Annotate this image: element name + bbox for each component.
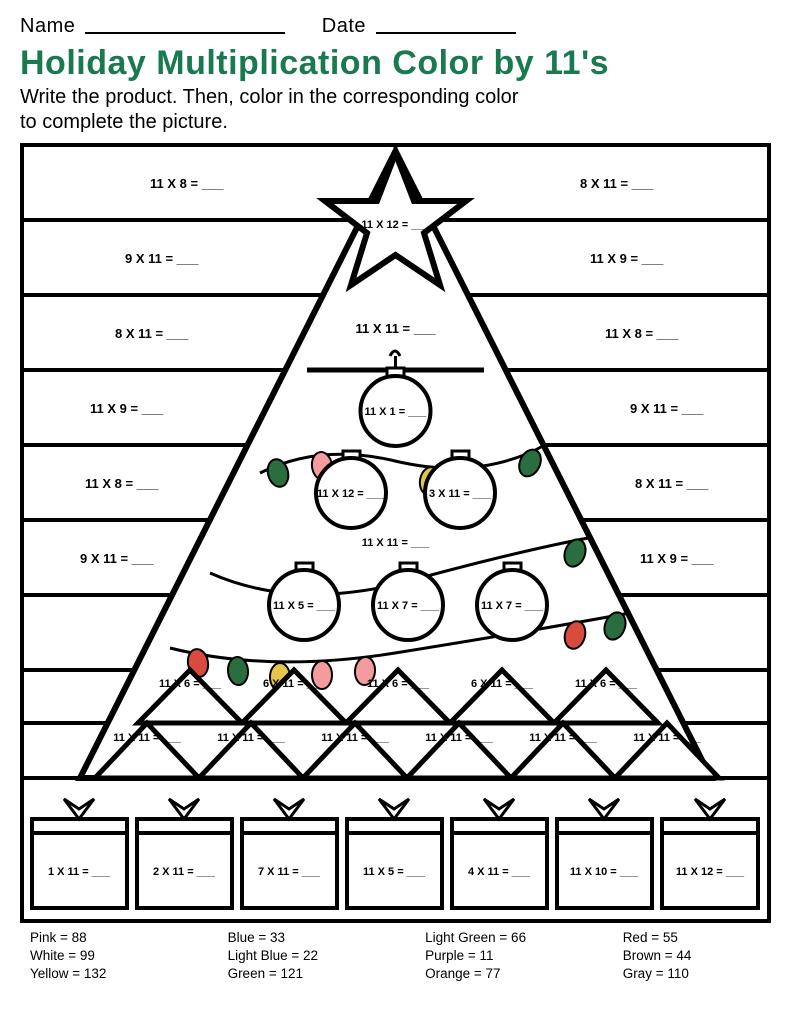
legend-item: White = 99 bbox=[30, 947, 228, 965]
tri-eq[interactable]: 11 X 11 = ___ bbox=[529, 732, 597, 744]
gift-eq[interactable]: 7 X 11 = ___ bbox=[258, 866, 321, 878]
gifts-row: 1 X 11 = ___ 2 X 11 = ___ 7 X 11 = ___ 1… bbox=[32, 799, 758, 908]
coloring-canvas: 11 X 12 = ___ 11 X 11 = ___ 11 X 8 = ___… bbox=[20, 143, 771, 923]
ornament-eq[interactable]: 11 X 12 = ___ bbox=[317, 488, 386, 500]
name-blank[interactable] bbox=[85, 20, 285, 34]
row-eq[interactable]: 8 X 11 = ___ bbox=[580, 176, 654, 191]
instructions: Write the product. Then, color in the co… bbox=[20, 85, 771, 135]
tri-eq[interactable]: 6 X 11 = ___ bbox=[263, 678, 326, 690]
legend-item: Gray = 110 bbox=[623, 965, 761, 983]
row-eq[interactable]: 8 X 11 = ___ bbox=[115, 326, 189, 341]
legend-item: Green = 121 bbox=[228, 965, 426, 983]
gift-eq[interactable]: 1 X 11 = ___ bbox=[48, 866, 111, 878]
row-eq[interactable]: 11 X 9 = ___ bbox=[590, 251, 664, 266]
page-title: Holiday Multiplication Color by 11's bbox=[20, 44, 771, 83]
tri-eq[interactable]: 11 X 6 = ___ bbox=[159, 678, 222, 690]
row-eq[interactable]: 8 X 11 = ___ bbox=[635, 476, 709, 491]
legend-item: Orange = 77 bbox=[425, 965, 623, 983]
worksheet-page: Name Date Holiday Multiplication Color b… bbox=[0, 0, 791, 1024]
gift-eq[interactable]: 11 X 12 = ___ bbox=[676, 866, 745, 878]
tri-eq[interactable]: 6 X 11 = ___ bbox=[471, 678, 534, 690]
tri-eq[interactable]: 11 X 11 = ___ bbox=[425, 732, 493, 744]
legend-col-1: Pink = 88 White = 99 Yellow = 132 bbox=[30, 929, 228, 984]
tri-eq[interactable]: 11 X 11 = ___ bbox=[633, 732, 701, 744]
gift-eq[interactable]: 11 X 10 = ___ bbox=[570, 866, 639, 878]
color-legend: Pink = 88 White = 99 Yellow = 132 Blue =… bbox=[20, 929, 771, 984]
row-eq[interactable]: 11 X 8 = ___ bbox=[85, 476, 159, 491]
instructions-line-1: Write the product. Then, color in the co… bbox=[20, 86, 518, 108]
legend-item: Yellow = 132 bbox=[30, 965, 228, 983]
name-label: Name bbox=[20, 15, 75, 37]
ornament-eq[interactable]: 11 X 1 = ___ bbox=[364, 406, 427, 418]
row-eq[interactable]: 11 X 8 = ___ bbox=[150, 176, 224, 191]
tri-eq[interactable]: 11 X 11 = ___ bbox=[113, 732, 181, 744]
ornament-eq[interactable]: 11 X 7 = ___ bbox=[377, 600, 440, 612]
legend-item: Red = 55 bbox=[623, 929, 761, 947]
star-eq[interactable]: 11 X 12 = ___ bbox=[361, 219, 430, 231]
tri-eq[interactable]: 11 X 6 = ___ bbox=[367, 678, 430, 690]
header-line: Name Date bbox=[20, 15, 771, 38]
gift-eq[interactable]: 4 X 11 = ___ bbox=[468, 866, 531, 878]
ornament-eq[interactable]: 3 X 11 = ___ bbox=[429, 488, 492, 500]
date-label: Date bbox=[322, 15, 366, 37]
row-eq[interactable]: 9 X 11 = ___ bbox=[125, 251, 199, 266]
legend-item: Purple = 11 bbox=[425, 947, 623, 965]
gift-eq[interactable]: 2 X 11 = ___ bbox=[153, 866, 216, 878]
legend-item: Light Green = 66 bbox=[425, 929, 623, 947]
tri-eq[interactable]: 11 X 11 = ___ bbox=[217, 732, 285, 744]
row-eq[interactable]: 9 X 11 = ___ bbox=[630, 401, 704, 416]
legend-item: Light Blue = 22 bbox=[228, 947, 426, 965]
instructions-line-2: to complete the picture. bbox=[20, 111, 228, 133]
date-blank[interactable] bbox=[376, 20, 516, 34]
tree-top-eq[interactable]: 11 X 11 = ___ bbox=[356, 321, 437, 336]
tri-eq[interactable]: 11 X 6 = ___ bbox=[575, 678, 638, 690]
legend-col-2: Blue = 33 Light Blue = 22 Green = 121 bbox=[228, 929, 426, 984]
row-eq[interactable]: 11 X 9 = ___ bbox=[640, 551, 714, 566]
row-eq[interactable]: 11 X 9 = ___ bbox=[90, 401, 164, 416]
legend-col-4: Red = 55 Brown = 44 Gray = 110 bbox=[623, 929, 761, 984]
legend-item: Blue = 33 bbox=[228, 929, 426, 947]
row-eq[interactable]: 9 X 11 = ___ bbox=[80, 551, 154, 566]
tri-eq[interactable]: 11 X 11 = ___ bbox=[321, 732, 389, 744]
ornament-eq[interactable]: 11 X 7 = ___ bbox=[481, 600, 544, 612]
legend-col-3: Light Green = 66 Purple = 11 Orange = 77 bbox=[425, 929, 623, 984]
legend-item: Pink = 88 bbox=[30, 929, 228, 947]
legend-item: Brown = 44 bbox=[623, 947, 761, 965]
row-eq[interactable]: 11 X 8 = ___ bbox=[605, 326, 679, 341]
tree-mid-eq[interactable]: 11 X 11 = ___ bbox=[362, 537, 430, 549]
ornament-eq[interactable]: 11 X 5 = ___ bbox=[273, 600, 336, 612]
gift-eq[interactable]: 11 X 5 = ___ bbox=[363, 866, 426, 878]
